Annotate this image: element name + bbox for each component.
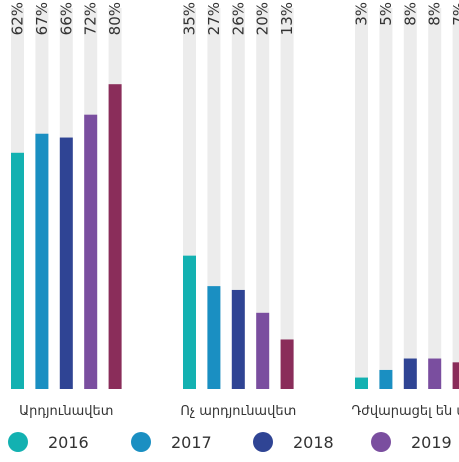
bar [84, 114, 98, 390]
category-label: Արդյունավետ [19, 404, 113, 419]
legend-marker [131, 432, 151, 452]
bar [207, 286, 221, 389]
category-label: Ոչ արդյունավետ [180, 404, 296, 419]
legend-marker [371, 432, 391, 452]
value-label: 72% [82, 2, 100, 35]
legend-label: 2017 [171, 433, 212, 452]
bar [280, 339, 294, 389]
bar [59, 137, 73, 389]
bar-background [403, 8, 417, 389]
bar-background [355, 8, 368, 389]
bar-background [379, 8, 393, 389]
legend-label: 2016 [48, 433, 89, 452]
legend-marker [8, 432, 28, 452]
bar-background [256, 8, 270, 389]
value-label: 26% [229, 2, 247, 35]
bar [403, 358, 417, 389]
value-label: 27% [205, 2, 223, 35]
bar-background [428, 8, 442, 389]
value-label: 8% [401, 2, 419, 26]
value-label: 20% [254, 2, 272, 35]
bar [379, 369, 393, 389]
value-label: 7% [450, 2, 459, 26]
value-label: 3% [353, 2, 371, 26]
value-label: 35% [181, 2, 199, 35]
bar [452, 362, 459, 389]
legend-marker [253, 432, 273, 452]
bar [108, 84, 122, 389]
category-label: Դժվարացել են պ [352, 404, 459, 419]
bar [256, 312, 270, 389]
bar-background [280, 8, 294, 389]
value-label: 67% [33, 2, 51, 35]
value-label: 62% [9, 2, 27, 35]
bar [183, 255, 196, 389]
bar [11, 152, 24, 389]
bar [35, 133, 49, 389]
value-label: 13% [278, 2, 296, 35]
value-label: 80% [106, 2, 124, 35]
bar-background [452, 8, 459, 389]
legend-label: 2019 [411, 433, 452, 452]
legend-label: 2018 [293, 433, 334, 452]
value-label: 66% [57, 2, 75, 35]
bar [355, 377, 368, 389]
bar [231, 289, 245, 389]
value-label: 8% [426, 2, 444, 26]
value-label: 5% [377, 2, 395, 26]
bar [428, 358, 442, 389]
